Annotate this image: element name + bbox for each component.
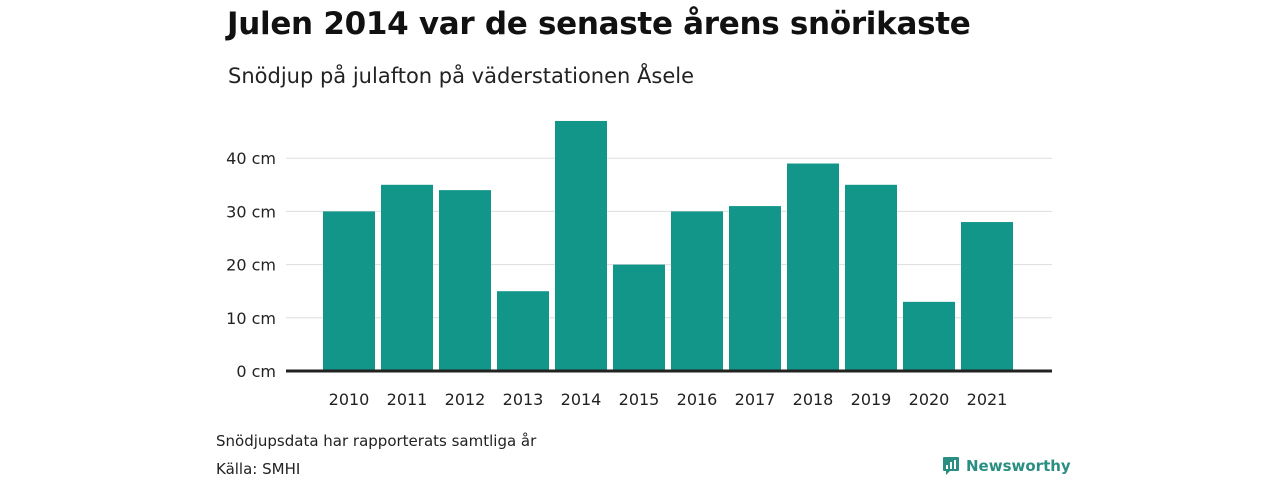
newsworthy-logo-icon [943,457,959,475]
x-tick-label: 2011 [387,390,428,409]
x-tick-label: 2021 [967,390,1008,409]
x-tick-label: 2016 [677,390,718,409]
y-tick-label: 40 cm [226,149,276,168]
x-tick-label: 2017 [735,390,776,409]
bar-2012 [439,190,491,371]
bar-2011 [381,184,433,371]
bar-2016 [671,211,723,371]
x-tick-label: 2015 [619,390,660,409]
y-tick-label: 20 cm [226,256,276,275]
bar-2018 [787,163,839,371]
y-tick-label: 30 cm [226,202,276,221]
bar-2017 [729,206,781,371]
brand-name: Newsworthy [966,457,1071,475]
chart-subtitle: Snödjup på julafton på väderstationen Ås… [228,64,694,88]
chart-title: Julen 2014 var de senaste årens snörikas… [227,6,971,42]
y-tick-label: 0 cm [236,362,276,381]
x-tick-label: 2010 [329,390,370,409]
y-tick-label: 10 cm [226,309,276,328]
x-tick-label: 2013 [503,390,544,409]
x-tick-label: 2014 [561,390,602,409]
bar-2019 [845,184,897,371]
source-credit: Källa: SMHI [216,460,301,478]
x-tick-label: 2019 [851,390,892,409]
bar-2010 [323,211,375,371]
bar-chart: 0 cm 10 cm 20 cm 30 cm 40 cm 2010 2011 2012 2013… [226,120,1052,409]
bar-2014 [555,120,607,372]
x-tick-label: 2012 [445,390,486,409]
bar-2015 [613,264,665,371]
bar-2020 [903,301,955,371]
x-tick-label: 2020 [909,390,950,409]
bar-2021 [961,222,1013,371]
bar-2013 [497,291,549,371]
brand-logo: Newsworthy [942,456,1071,476]
footnote: Snödjupsdata har rapporterats samtliga å… [216,432,537,450]
x-tick-label: 2018 [793,390,834,409]
